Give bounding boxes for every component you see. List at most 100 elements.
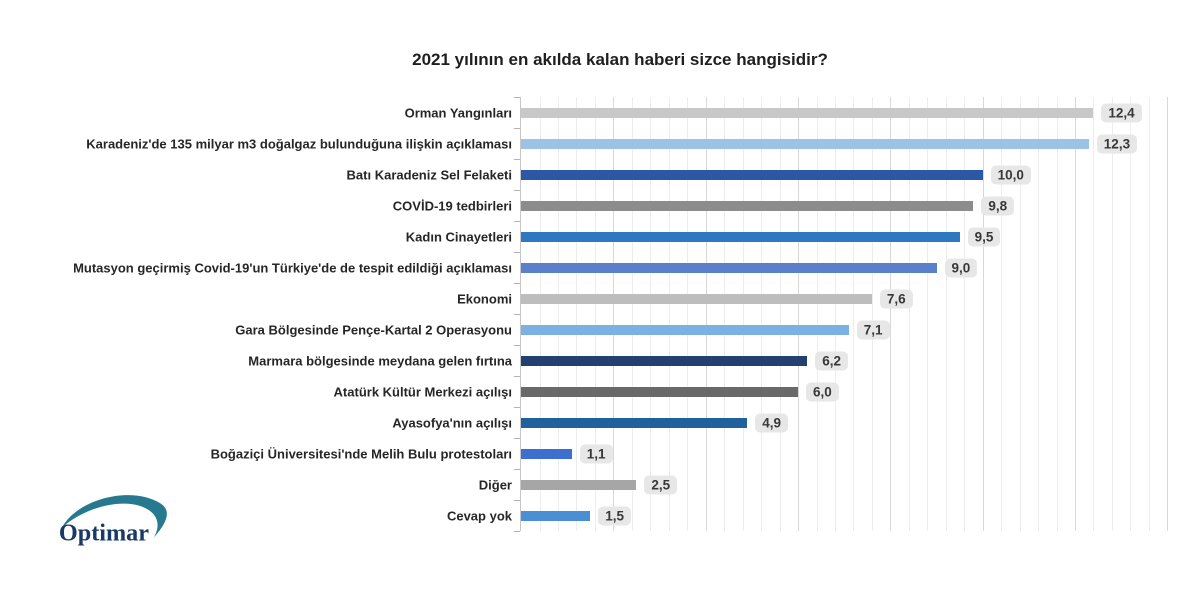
gridline xyxy=(742,97,744,531)
value-badge: 6,2 xyxy=(815,351,848,370)
bar xyxy=(521,479,637,490)
bar-row: Atatürk Kültür Merkezi açılışı 6,0 xyxy=(334,376,1183,407)
bar-row: Marmara bölgesinde meydana gelen fırtına… xyxy=(248,345,1183,376)
gridline xyxy=(908,97,910,531)
bar-row: Ayasofya'nın açılışı 4,9 xyxy=(392,407,1183,438)
value-badge: 10,0 xyxy=(990,165,1031,184)
gridline xyxy=(927,97,929,531)
bar xyxy=(521,200,974,211)
gridline xyxy=(631,97,633,531)
gridline xyxy=(668,97,670,531)
bar xyxy=(521,510,591,521)
gridline xyxy=(557,97,559,531)
axis-tick xyxy=(514,438,520,439)
chart-title: 2021 yılının en akılda kalan haberi sizc… xyxy=(412,50,828,69)
category-label: Batı Karadeniz Sel Felaketi xyxy=(346,167,512,182)
axis-tick xyxy=(514,469,520,470)
gridline xyxy=(798,97,799,531)
gridline xyxy=(1167,97,1169,531)
axis-tick xyxy=(514,345,520,346)
bar xyxy=(521,293,872,304)
value-badge: 1,5 xyxy=(598,506,631,525)
optimar-logo-text: Optimar xyxy=(59,519,149,546)
gridline xyxy=(539,97,541,531)
bar-row: Boğaziçi Üniversitesi'nde Melih Bulu pro… xyxy=(211,438,1183,469)
gridline xyxy=(761,97,763,531)
bar-row: Ekonomi 7,6 xyxy=(457,283,1183,314)
bar-row: Kadın Cinayetleri 9,5 xyxy=(406,221,1183,252)
gridline xyxy=(945,97,947,531)
value-badge: 4,9 xyxy=(755,413,788,432)
axis-tick xyxy=(514,252,520,253)
category-label: Gara Bölgesinde Pençe-Kartal 2 Operasyon… xyxy=(235,322,512,337)
optimar-logo: Optimar xyxy=(59,495,167,546)
gridline xyxy=(890,97,892,531)
value-badge: 7,1 xyxy=(856,320,890,339)
bar-row: Karadeniz'de 135 milyar m3 doğalgaz bulu… xyxy=(86,128,1183,159)
axis-tick xyxy=(514,221,520,222)
gridline xyxy=(650,97,652,531)
category-label: Karadeniz'de 135 milyar m3 doğalgaz bulu… xyxy=(86,136,512,151)
bar xyxy=(521,138,1089,149)
bar xyxy=(521,231,960,242)
bar-row: Cevap yok 1,5 xyxy=(447,500,1183,531)
axis-tick xyxy=(514,159,520,160)
gridline xyxy=(576,97,578,531)
axis-tick xyxy=(514,407,520,408)
bar xyxy=(521,324,849,335)
gridline xyxy=(871,97,873,531)
value-badge: 6,0 xyxy=(806,382,839,401)
axis-tick xyxy=(514,314,520,315)
gridline xyxy=(724,97,726,531)
gridline xyxy=(1038,97,1039,531)
bar-row: COVİD-19 tedbirleri 9,8 xyxy=(393,190,1183,221)
gridline xyxy=(594,97,596,531)
axis-tick xyxy=(514,376,520,377)
category-label: Ekonomi xyxy=(457,291,512,306)
value-badge: 12,3 xyxy=(1096,134,1138,153)
bar-row: Mutasyon geçirmiş Covid-19'un Türkiye'de… xyxy=(73,252,1183,283)
value-badge: 9,5 xyxy=(967,227,1001,246)
value-badge: 9,8 xyxy=(981,196,1015,215)
gridline xyxy=(834,97,836,531)
category-label: Boğaziçi Üniversitesi'nde Melih Bulu pro… xyxy=(210,446,512,461)
axis-tick xyxy=(514,190,520,191)
gridline xyxy=(1075,97,1076,531)
value-badge: 2,5 xyxy=(644,475,678,494)
axis-tick xyxy=(514,500,520,501)
bar xyxy=(521,355,808,366)
bar xyxy=(521,107,1094,118)
bar xyxy=(521,262,937,273)
category-label: Cevap yok xyxy=(446,508,512,523)
gridline xyxy=(1056,97,1058,531)
gridline xyxy=(705,97,707,531)
gridline xyxy=(613,97,615,531)
gridline xyxy=(1111,97,1113,531)
value-badge: 9,0 xyxy=(944,258,978,277)
bar xyxy=(521,417,748,428)
category-label: COVİD-19 tedbirleri xyxy=(392,198,512,213)
gridline xyxy=(687,97,689,531)
category-label: Diğer xyxy=(478,477,512,492)
gridline xyxy=(1093,97,1095,531)
gridline xyxy=(1148,97,1150,531)
value-badge: 7,6 xyxy=(879,289,913,308)
category-label: Orman Yangınları xyxy=(404,105,512,120)
gridline xyxy=(982,97,984,531)
bar-row: Orman Yangınları 12,4 xyxy=(405,97,1183,128)
gridline xyxy=(853,97,855,531)
plot-area: Orman Yangınları 12,4 Karadeniz'de 135 mil… xyxy=(73,97,1183,532)
bar xyxy=(521,169,983,180)
gridline xyxy=(1130,97,1132,531)
bar xyxy=(521,386,798,397)
category-label: Atatürk Kültür Merkezi açılışı xyxy=(333,384,512,399)
category-label: Marmara bölgesinde meydana gelen fırtına xyxy=(248,353,512,368)
bar xyxy=(521,448,572,459)
bar-row: Batı Karadeniz Sel Felaketi 10,0 xyxy=(347,159,1183,190)
value-badge: 12,4 xyxy=(1101,103,1142,122)
value-badge: 1,1 xyxy=(579,444,613,463)
category-label: Mutasyon geçirmiş Covid-19'un Türkiye'de… xyxy=(73,260,512,275)
optimar-logo-swoosh xyxy=(61,495,167,538)
category-label: Ayasofya'nın açılışı xyxy=(392,415,512,430)
